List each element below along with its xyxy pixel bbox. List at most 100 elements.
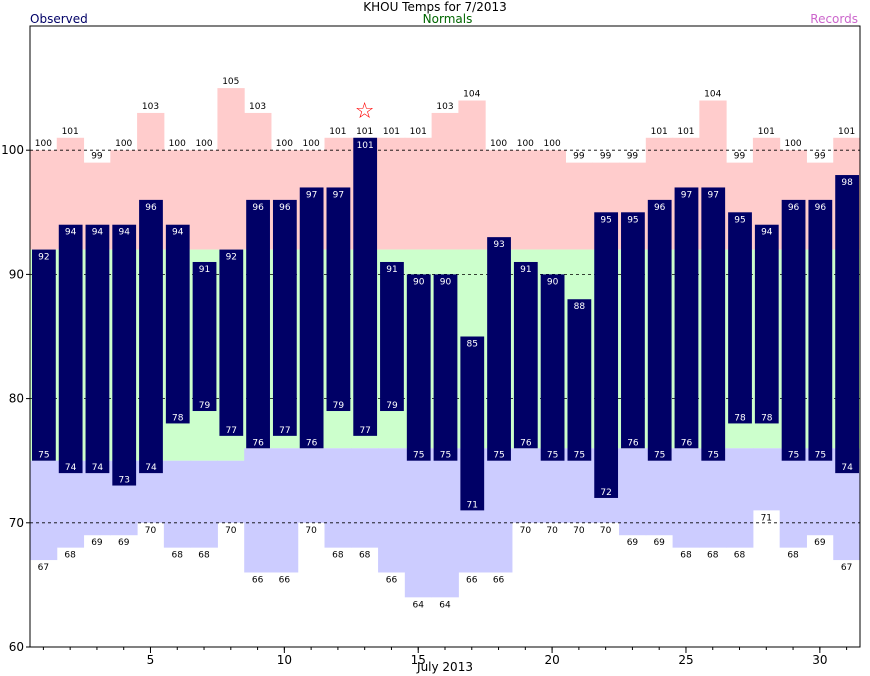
observed-high-label: 90 — [547, 277, 559, 287]
record-low-label: 70 — [145, 526, 157, 536]
observed-low-label: 76 — [306, 438, 318, 448]
record-low-label: 70 — [305, 526, 317, 536]
record-low-label: 70 — [546, 526, 558, 536]
observed-low-label: 77 — [226, 426, 237, 436]
record-low-label: 66 — [466, 575, 478, 585]
observed-low-label: 74 — [841, 463, 853, 473]
observed-low-label: 75 — [574, 451, 585, 461]
record-low-label: 64 — [439, 600, 451, 610]
record-high-label: 99 — [734, 152, 746, 162]
observed-low-label: 74 — [65, 463, 77, 473]
observed-low-label: 79 — [386, 401, 398, 411]
record-high-band — [190, 150, 218, 250]
record-low-band — [485, 448, 513, 573]
record-low-label: 69 — [627, 538, 639, 548]
record-high-label: 100 — [517, 139, 534, 149]
x-tick-label: 20 — [544, 653, 559, 667]
record-high-label: 99 — [814, 152, 826, 162]
observed-bar — [85, 224, 110, 474]
observed-high-label: 97 — [708, 190, 719, 200]
y-tick-label: 100 — [1, 143, 24, 157]
observed-low-label: 75 — [493, 451, 504, 461]
observed-high-label: 94 — [172, 228, 184, 238]
record-low-band — [244, 448, 272, 573]
observed-high-label: 92 — [38, 253, 49, 263]
observed-bar — [433, 274, 458, 461]
observed-low-label: 75 — [547, 451, 558, 461]
observed-high-label: 96 — [252, 203, 264, 213]
observed-low-label: 79 — [333, 401, 345, 411]
observed-low-label: 76 — [252, 438, 264, 448]
observed-high-label: 95 — [734, 215, 745, 225]
observed-high-label: 88 — [574, 302, 586, 312]
record-low-band — [378, 448, 406, 573]
record-high-band — [404, 137, 433, 250]
record-high-label: 104 — [463, 90, 480, 100]
observed-bar — [621, 212, 645, 449]
record-high-label: 104 — [704, 90, 721, 100]
observed-low-label: 78 — [734, 413, 746, 423]
record-low-label: 68 — [332, 551, 344, 561]
observed-high-label: 91 — [199, 265, 210, 275]
record-high-label: 100 — [169, 139, 186, 149]
record-high-label: 100 — [195, 139, 212, 149]
x-tick-label: 25 — [678, 653, 693, 667]
x-tick-label: 15 — [411, 653, 426, 667]
observed-high-label: 96 — [815, 203, 827, 213]
record-high-band — [378, 137, 406, 250]
record-low-label: 70 — [225, 526, 237, 536]
observed-high-label: 85 — [467, 340, 478, 350]
record-low-label: 68 — [734, 551, 746, 561]
observed-high-label: 96 — [788, 203, 800, 213]
record-low-band — [30, 460, 58, 561]
observed-low-label: 77 — [279, 426, 290, 436]
observed-bar — [728, 212, 752, 424]
record-high-label: 103 — [436, 102, 453, 112]
observed-high-label: 97 — [333, 190, 344, 200]
record-low-label: 68 — [198, 551, 210, 561]
record-low-label: 68 — [64, 551, 76, 561]
record-low-label: 64 — [412, 600, 424, 610]
record-high-label: 103 — [142, 102, 159, 112]
record-low-label: 66 — [279, 575, 291, 585]
observed-high-label: 96 — [145, 203, 157, 213]
observed-low-label: 74 — [145, 463, 157, 473]
record-high-label: 99 — [91, 152, 103, 162]
observed-low-label: 75 — [654, 451, 665, 461]
record-high-label: 99 — [627, 152, 639, 162]
observed-low-label: 75 — [788, 451, 799, 461]
observed-bar — [219, 249, 244, 436]
record-low-label: 66 — [252, 575, 264, 585]
observed-bar — [406, 274, 431, 461]
record-low-band — [163, 460, 192, 548]
observed-high-label: 90 — [440, 277, 452, 287]
record-high-band — [565, 162, 593, 250]
observed-bar — [112, 224, 137, 486]
observed-low-label: 75 — [440, 451, 451, 461]
record-high-label: 100 — [115, 139, 132, 149]
record-low-band — [324, 448, 352, 548]
record-low-label: 69 — [653, 538, 665, 548]
observed-bar — [701, 187, 726, 461]
record-high-label: 99 — [573, 152, 585, 162]
record-high-label: 101 — [329, 127, 346, 137]
record-high-label: 101 — [383, 127, 400, 137]
record-high-label: 101 — [651, 127, 668, 137]
observed-bar — [513, 261, 538, 449]
observed-bar — [487, 237, 511, 461]
observed-bar — [835, 175, 859, 474]
observed-low-label: 73 — [118, 476, 129, 486]
record-low-label: 69 — [118, 538, 130, 548]
record-high-band — [538, 150, 566, 250]
record-low-label: 67 — [841, 563, 852, 573]
y-tick-label: 60 — [9, 640, 24, 654]
observed-low-label: 76 — [627, 438, 639, 448]
record-low-band — [806, 448, 834, 536]
observed-bar — [246, 199, 270, 449]
record-low-label: 67 — [38, 563, 49, 573]
record-high-label: 103 — [249, 102, 266, 112]
y-tick-label: 90 — [9, 267, 24, 281]
observed-bar — [781, 199, 806, 461]
record-star-icon: ☆ — [355, 99, 375, 124]
record-high-label: 99 — [600, 152, 612, 162]
